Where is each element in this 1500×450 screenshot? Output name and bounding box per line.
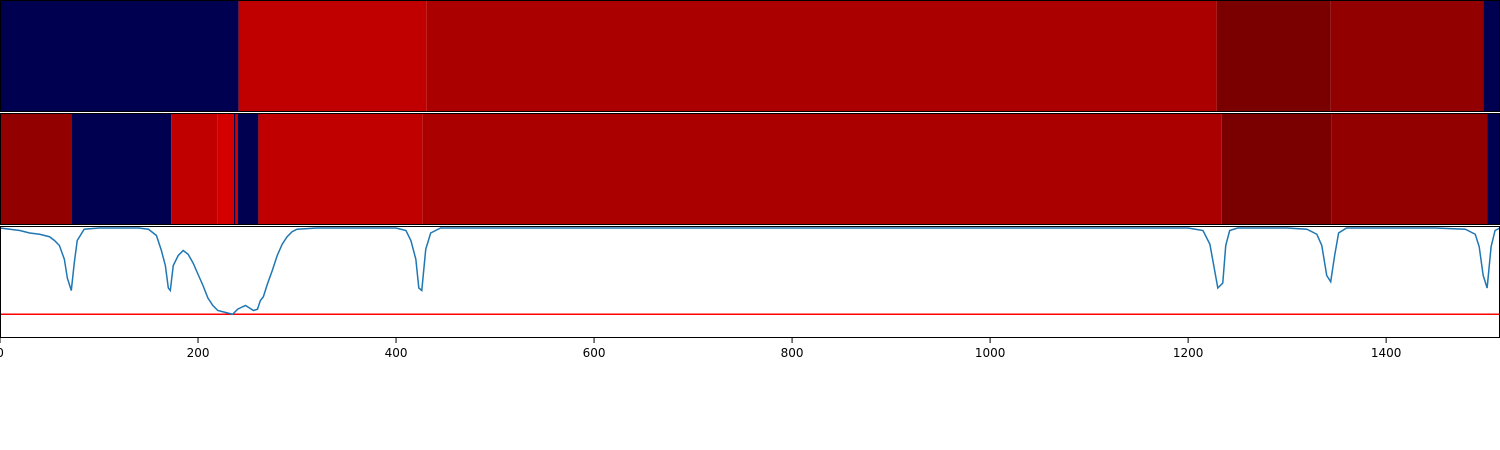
- heatmap-segment: [1483, 0, 1500, 112]
- heatmap-segment: [238, 0, 427, 112]
- heatmap-segment: [71, 113, 172, 225]
- heatmap-segment: [237, 113, 259, 225]
- heatmap-segment: [1487, 113, 1500, 225]
- x-tick-label: 1000: [975, 346, 1006, 360]
- heatmap-segment: [1331, 113, 1488, 225]
- heatmap-segment: [1330, 0, 1484, 112]
- heatmap-segment: [1221, 113, 1332, 225]
- heatmap-segment: [258, 113, 423, 225]
- x-tick-label: 1200: [1173, 346, 1204, 360]
- heatmap-segment: [426, 0, 1217, 112]
- heatmap-segment: [0, 113, 72, 225]
- x-tick-label: 800: [781, 346, 804, 360]
- heatmap-segment: [1216, 0, 1331, 112]
- heatmap-middle: [0, 113, 1500, 225]
- x-tick-label: 1400: [1371, 346, 1402, 360]
- x-tick-label: 0: [0, 346, 4, 360]
- heatmap-top: [0, 0, 1500, 112]
- heatmap-segment: [233, 113, 236, 225]
- line-panel-bg: [0, 226, 1500, 338]
- series-line: [0, 227, 1500, 316]
- x-axis: 0 200 400 600 800 1000 1200 1400: [0, 338, 1401, 360]
- heatmap-segment: [217, 113, 234, 225]
- line-panel: [0, 226, 1500, 338]
- heatmap-segment: [235, 113, 238, 225]
- x-tick-label: 200: [187, 346, 210, 360]
- heatmap-segment: [171, 113, 218, 225]
- x-tick-label: 400: [385, 346, 408, 360]
- heatmap-segment: [422, 113, 1222, 225]
- x-tick-label: 600: [583, 346, 606, 360]
- heatmap-segment: [0, 0, 239, 112]
